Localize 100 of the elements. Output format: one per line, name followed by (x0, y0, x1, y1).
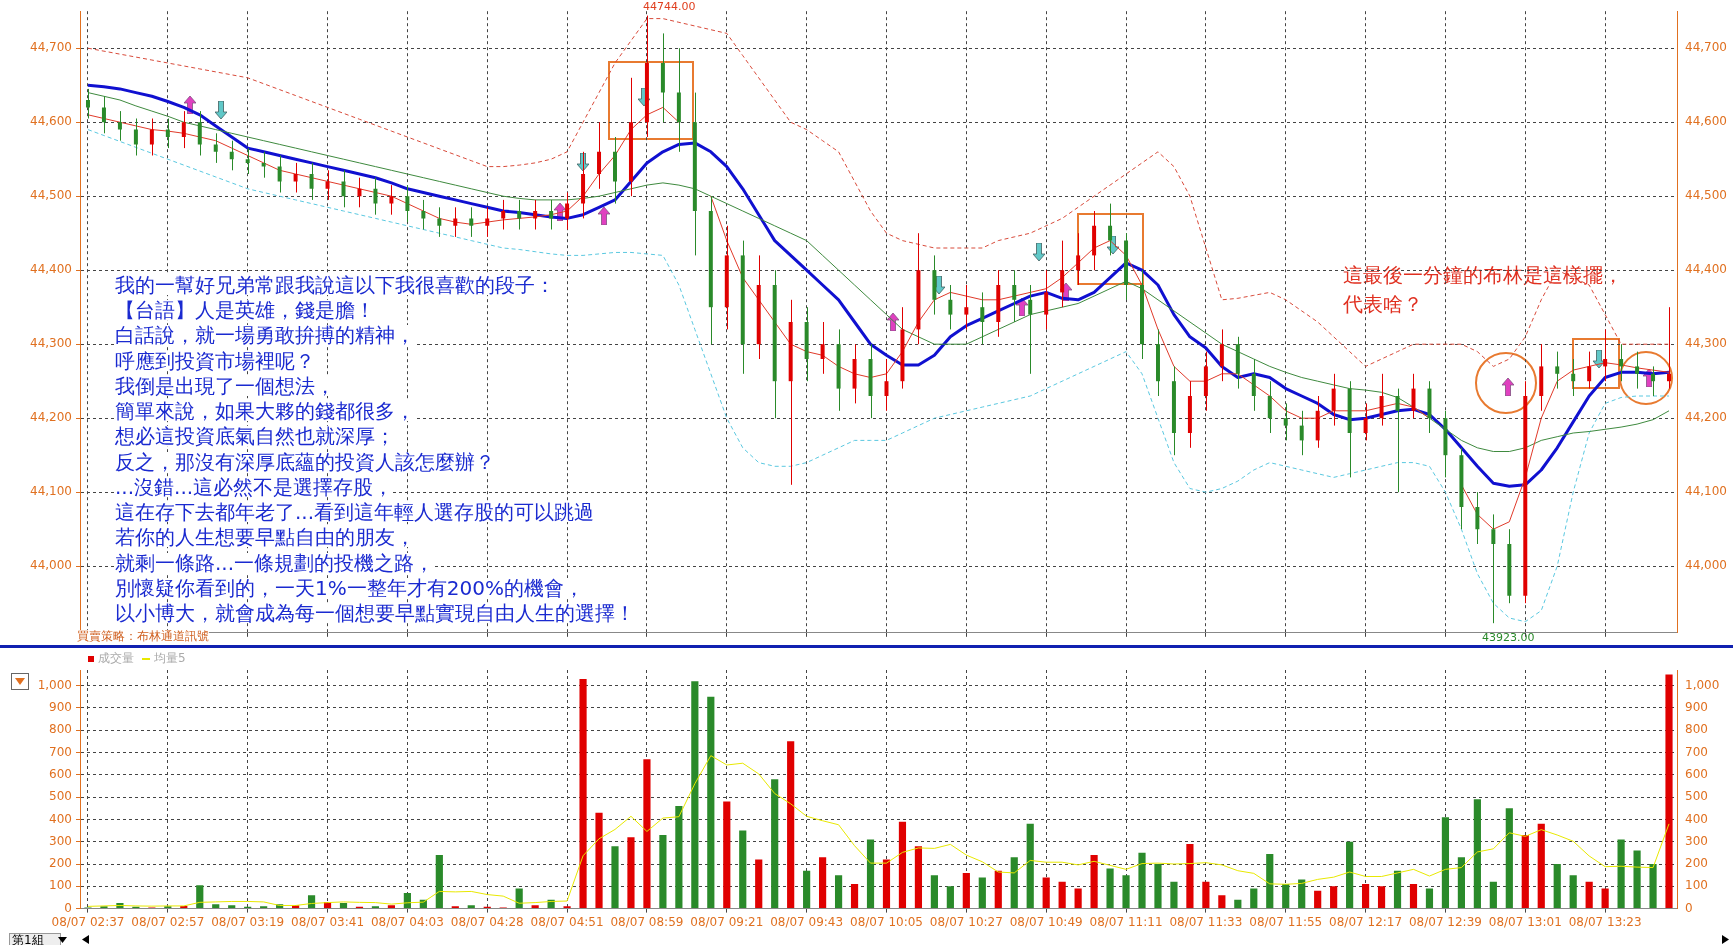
candlestick (1108, 203, 1113, 256)
candlestick (1012, 269, 1017, 323)
bar (1026, 823, 1034, 909)
bar (1617, 839, 1625, 909)
y2-tick-label: 44,400 (1685, 262, 1727, 277)
candlestick (389, 184, 394, 216)
x-tick-label: 08/07 10:05 (849, 914, 923, 929)
annotation: 白話說，就一場勇敢拚搏的精神， (115, 323, 415, 348)
candlestick (1251, 358, 1256, 412)
annotation: 買賣策略：布林通道訊號 (77, 629, 209, 643)
bar (1170, 881, 1178, 909)
y-tick-label: 44,500 (30, 188, 72, 203)
bar (1330, 886, 1338, 909)
y2-tick-label: 44,500 (1685, 188, 1727, 203)
y2-tick-label: 44,100 (1685, 484, 1727, 499)
bar (228, 905, 236, 909)
bar (771, 779, 779, 909)
bar (1218, 895, 1226, 909)
candlestick (165, 118, 170, 149)
y2-tick-label: 700 (1685, 744, 1708, 759)
bar (787, 741, 795, 909)
candlestick (1395, 388, 1400, 493)
candlestick (133, 118, 138, 156)
bar (212, 904, 220, 909)
x-tick-label: 08/07 10:27 (929, 914, 1003, 929)
bar (723, 801, 731, 909)
bar (1505, 808, 1513, 909)
y-tick-label: 44,700 (30, 40, 72, 55)
candlestick (117, 110, 122, 142)
candlestick (1411, 373, 1416, 419)
x-tick-label: 08/07 13:23 (1568, 914, 1642, 929)
bar (739, 830, 747, 909)
candlestick (1379, 373, 1384, 427)
annotation: 以小博大，就會成為每一個想要早點實現自由人生的選擇！ (115, 600, 635, 625)
bar (850, 884, 859, 909)
y2-tick-label: 100 (1685, 878, 1708, 893)
bar (819, 857, 827, 909)
bar (962, 872, 970, 909)
bar (1154, 864, 1162, 909)
candlestick (213, 132, 218, 164)
x-tick-label: 08/07 09:21 (690, 914, 764, 929)
candlestick (1603, 328, 1608, 382)
candlestick (1491, 513, 1496, 624)
bar (1537, 823, 1545, 909)
y2-tick-label: 500 (1685, 789, 1708, 804)
candlestick (597, 121, 602, 190)
bar (1521, 835, 1529, 909)
candlestick (1555, 351, 1560, 390)
annotation: 43923.00 (1482, 631, 1535, 644)
candlestick (293, 162, 298, 193)
candlestick (453, 206, 458, 238)
x-tick-label: 08/07 04:03 (370, 914, 444, 929)
bar (1361, 884, 1370, 909)
x-tick-label: 08/07 12:17 (1329, 914, 1403, 929)
annotation: 呼應到投資市場裡呢？ (115, 348, 315, 373)
annotation: 反之，那沒有深厚底蘊的投資人該怎麼辦？ (115, 449, 495, 474)
bar (882, 859, 891, 909)
y-tick-label: 1,000 (37, 677, 72, 692)
bar (1138, 852, 1146, 909)
bar (1585, 881, 1593, 909)
y-tick-label: 44,000 (30, 558, 72, 573)
annotation: ...沒錯...這必然不是選擇存股， (115, 474, 394, 499)
y-tick-label: 44,600 (30, 114, 72, 129)
bar (803, 870, 811, 909)
bar (1106, 868, 1114, 909)
bar (1010, 857, 1018, 909)
candlestick (1475, 491, 1480, 545)
bar (1298, 879, 1306, 909)
candlestick (149, 118, 154, 156)
candlestick (1619, 343, 1624, 382)
bar (627, 837, 635, 909)
annotation: 就剩一條路...一條規劃的投機之路， (115, 550, 435, 575)
bar (1058, 881, 1066, 909)
bar (595, 812, 603, 909)
y-tick-label: 500 (49, 789, 72, 804)
y-tick-label: 400 (49, 811, 72, 826)
y-tick-label: 700 (49, 744, 72, 759)
annotation: 【台語】人是英雄，錢是膽！ (115, 298, 375, 323)
bar (1346, 841, 1354, 909)
annotation: 我倒是出現了一個想法， (115, 373, 335, 398)
bar (866, 839, 875, 909)
candlestick (517, 199, 522, 230)
bar (834, 875, 843, 909)
x-tick-label: 08/07 02:37 (51, 914, 125, 929)
y2-tick-label: 44,000 (1685, 558, 1727, 573)
y-tick-label: 44,300 (30, 336, 72, 351)
candlestick (405, 184, 410, 223)
annotation: 別懷疑你看到的，一天1%一整年才有200%的機會， (115, 575, 584, 600)
y2-tick-label: 300 (1685, 833, 1708, 848)
bar (1186, 843, 1194, 909)
bar (643, 759, 651, 909)
candlestick (181, 110, 186, 149)
x-tick-label: 08/07 10:49 (1009, 914, 1083, 929)
candlestick (980, 291, 985, 345)
candlestick (1044, 269, 1049, 330)
y-tick-label: 44,100 (30, 484, 72, 499)
bar (1441, 817, 1450, 909)
y2-tick-label: 44,700 (1685, 40, 1727, 55)
y-tick-label: 300 (49, 833, 72, 848)
bar (994, 870, 1002, 909)
